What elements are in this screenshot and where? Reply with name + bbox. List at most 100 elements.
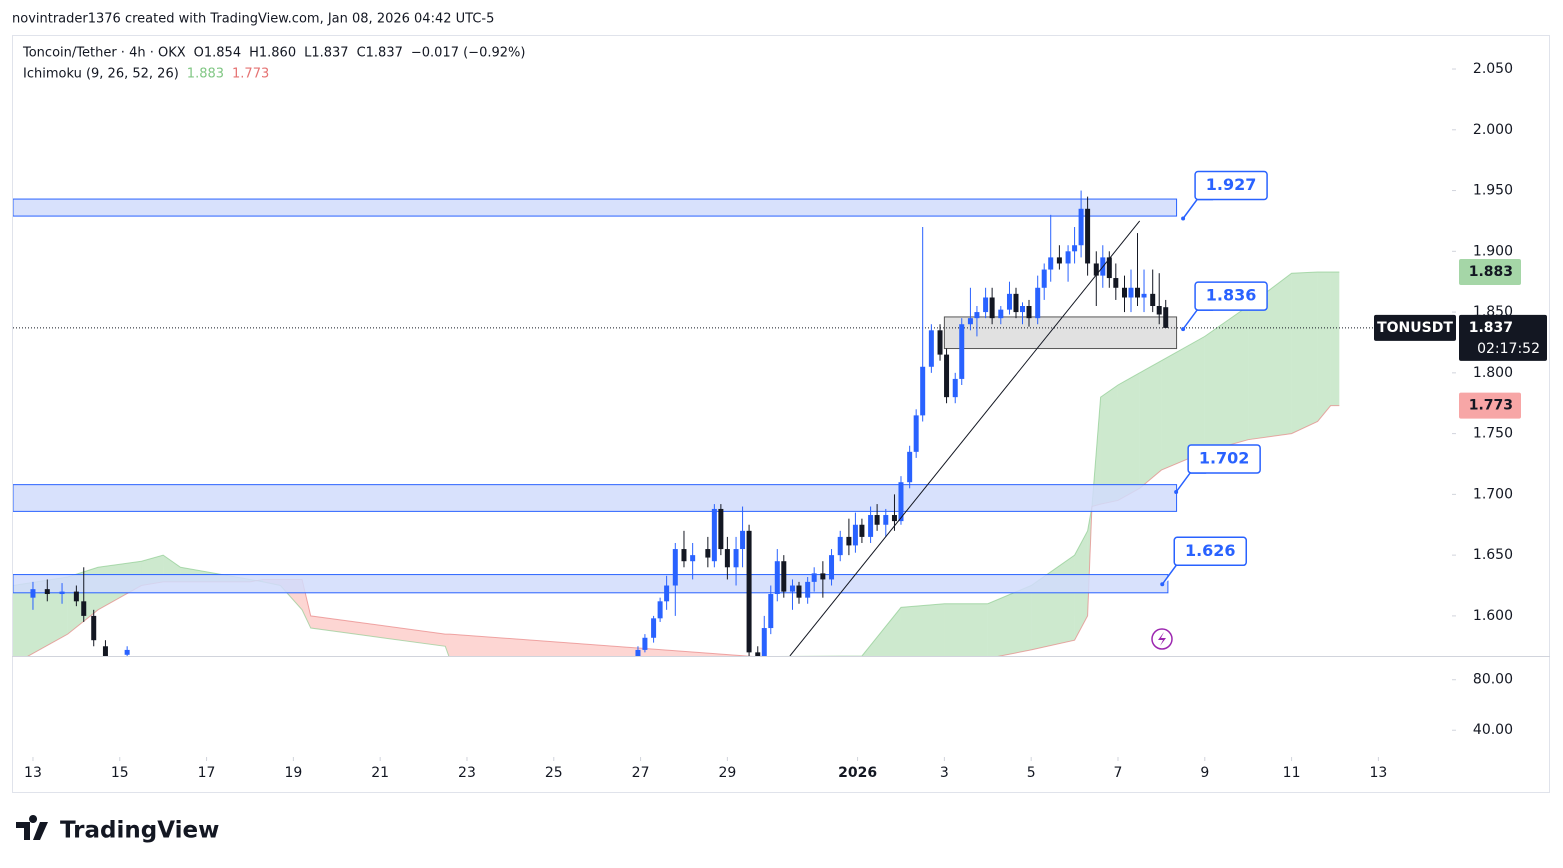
logo-mark [16,815,48,840]
cloud-segment [944,603,988,656]
callout-box [1194,170,1268,201]
x-tick-label: 5 [1027,765,1036,781]
candle-body [937,330,943,355]
y-tick-label: 40.00 [1473,722,1513,738]
candle-body [1072,245,1078,252]
legend: Toncoin/Tether · 4h · OKX Ichimoku (9, 2… [22,46,525,82]
callout-box [1187,444,1261,474]
candle-body [837,536,843,556]
cloud-segment [861,607,901,656]
candle-body [690,555,696,562]
zone [13,484,1178,512]
candle-body [672,549,678,586]
candle-body [102,646,108,656]
candle-body [711,508,717,562]
cloud-segment [445,634,450,656]
candle-body [91,615,97,641]
candle-body [1113,278,1119,288]
zone [13,574,1169,594]
candle-body [657,601,663,619]
candle-body [883,515,889,525]
candle-body [774,561,780,595]
cloud-segment [1248,273,1292,440]
legend-indicator-value: 1.773 [232,67,269,82]
candle-body [1013,293,1019,313]
candle-body [781,561,787,592]
candle-body [859,524,865,537]
y-tick-label: 1.800 [1473,365,1513,381]
candle-body [820,573,826,580]
candle-body [642,637,648,650]
x-tick-label: 9 [1200,765,1209,781]
alert-icon[interactable] [1151,628,1173,650]
candle-body [874,515,880,525]
legend-open: O1.854 [194,46,241,61]
candle-body [829,555,835,580]
candle-body [1048,257,1054,270]
candle-body [73,591,79,602]
y-tick-label: 2.000 [1473,122,1513,138]
chart-frame [12,35,1550,793]
candle-body [891,515,897,522]
candle-body [705,549,711,558]
y-tick-label: 2.050 [1473,61,1513,77]
candle-body [805,581,811,598]
legend-indicator: Ichimoku (9, 26, 52, 26) [23,67,179,82]
y-tick-label: 1.700 [1473,486,1513,502]
candle-body [796,585,802,598]
cloud-segment [1204,306,1249,452]
candle-body [755,652,761,656]
cloud-segment [1139,360,1162,489]
x-tick-label: 17 [198,765,216,781]
candle-body [944,354,950,398]
callout-anchor [1181,216,1186,221]
candle-body [1128,287,1134,298]
x-tick-label: 2026 [838,765,877,781]
symbol-badge [1374,314,1456,341]
callout-label: 1.702 [1199,448,1250,467]
candle-body [635,649,641,656]
candle-body [733,549,739,568]
callout-anchor [1160,582,1165,587]
legend-low: L1.837 [304,46,348,61]
candle-body [952,378,958,398]
last-price-badge [1459,314,1547,361]
callout-box [1194,281,1268,311]
cloud-segment [1117,372,1140,501]
candle-body [998,309,1004,319]
candle-body [1106,257,1112,279]
zone [13,198,1178,217]
y-tick-label: 1.600 [1473,608,1513,624]
y-tick-label: 1.900 [1473,243,1513,259]
callout-pointer [1182,309,1214,330]
x-tick-label: 27 [632,765,650,781]
candle-body [1065,251,1071,264]
attribution: novintrader1376 created with TradingView… [12,12,494,27]
cloud-segment [1100,384,1118,505]
candle-body [959,324,965,379]
candle-body [913,415,919,452]
candle-body [974,312,980,319]
x-tick-label: 23 [458,765,476,781]
candle-body [1135,287,1141,298]
candle-body [920,366,926,416]
trendline [789,220,1141,656]
candle-body [746,530,752,653]
symbol-badge-label: TONUSDT [1377,320,1453,336]
callout-anchor [1181,327,1186,332]
candle-body [983,297,989,313]
cloud-segment [1031,555,1075,650]
candle-body [1141,293,1147,298]
cloud-segment [13,577,68,656]
candle-body [761,628,767,656]
candle-body [789,585,795,592]
candle-body [681,549,687,562]
candle-body [1121,287,1127,298]
candle-body [740,530,746,550]
x-tick-label: 13 [1369,765,1387,781]
cloud-segment [1291,271,1318,434]
callout-anchor [1174,489,1179,494]
indicator-badge-label: 1.883 [1469,264,1513,280]
x-tick-label: 13 [24,765,42,781]
